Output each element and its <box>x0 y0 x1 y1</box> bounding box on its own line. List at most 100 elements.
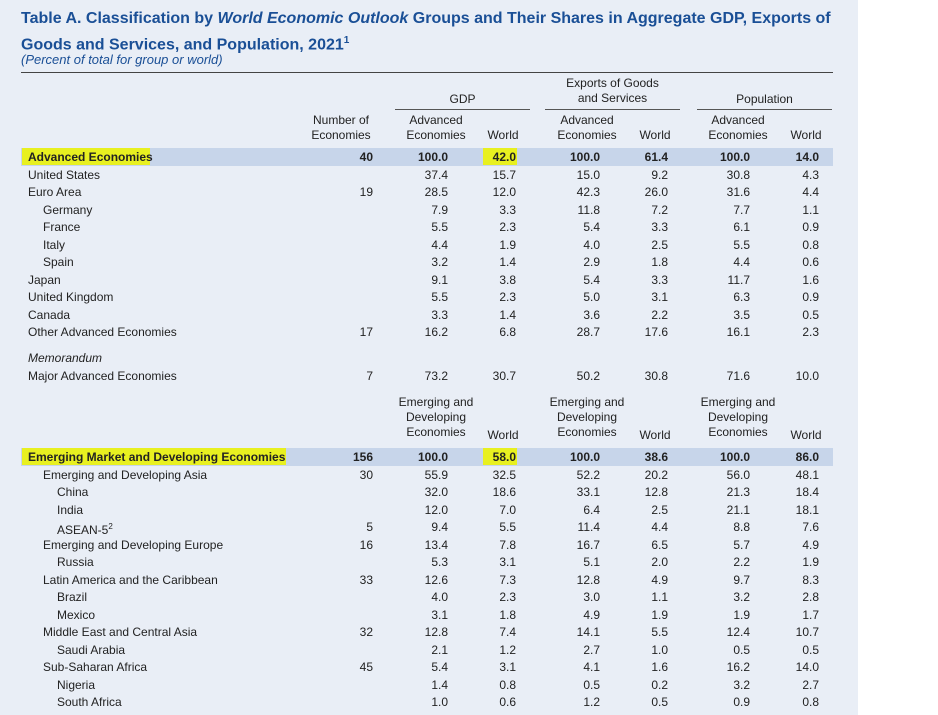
cell-pop-g: 1.9 <box>733 608 750 622</box>
row-label: Spain <box>43 255 74 269</box>
cell-exp-g: 0.5 <box>583 678 600 692</box>
cell-gdp-w: 6.8 <box>499 325 516 339</box>
cell-gdp-g: 3.3 <box>431 308 448 322</box>
cell-pop-g: 7.7 <box>733 203 750 217</box>
cell-gdp-w: 42.0 <box>492 150 516 164</box>
cell-pop-g: 9.7 <box>733 573 750 587</box>
cell-pop-w: 7.6 <box>802 520 819 534</box>
cell-gdp-g: 9.4 <box>431 520 448 534</box>
header-gdp: GDP <box>449 92 476 106</box>
table-page: Table A. Classification by World Economi… <box>0 0 858 715</box>
cell-gdp-w: 1.4 <box>499 255 516 269</box>
cell-exp-g: 16.7 <box>576 538 600 552</box>
cell-pop-g: 100.0 <box>719 150 750 164</box>
cell-pop-g: 71.6 <box>726 369 750 383</box>
cell-pop-g: 30.8 <box>726 168 750 182</box>
top-rule <box>21 72 833 73</box>
cell-exp-g: 11.8 <box>577 203 600 217</box>
cell-exp-g: 6.4 <box>583 503 600 517</box>
cell-gdp-w: 2.3 <box>499 590 516 604</box>
row-label: Latin America and the Caribbean <box>43 573 218 587</box>
cell-pop-g: 21.1 <box>726 503 750 517</box>
cell-exp-w: 26.0 <box>644 185 668 199</box>
cell-exp-g: 14.1 <box>576 625 600 639</box>
cell-gdp-g: 5.4 <box>431 660 448 674</box>
cell-exp-w: 38.6 <box>644 450 668 464</box>
cell-pop-w: 0.8 <box>802 238 819 252</box>
row-label: Japan <box>28 273 61 287</box>
cell-exp-g: 42.3 <box>576 185 600 199</box>
header-gdp-emerging: Emerging and Developing Economies <box>398 395 474 439</box>
header-population: Population <box>736 92 793 106</box>
cell-exp-w: 61.4 <box>644 150 668 164</box>
cell-exp-w: 5.5 <box>651 625 668 639</box>
cell-gdp-g: 100.0 <box>417 150 448 164</box>
cell-exp-g: 5.1 <box>583 555 600 569</box>
cell-exp-w: 2.2 <box>651 308 668 322</box>
cell-gdp-w: 3.1 <box>499 660 516 674</box>
cell-exp-w: 30.8 <box>644 369 668 383</box>
cell-gdp-g: 7.9 <box>431 203 448 217</box>
cell-num: 45 <box>359 660 373 674</box>
cell-pop-w: 4.4 <box>802 185 819 199</box>
cell-gdp-g: 100.0 <box>417 450 448 464</box>
cell-pop-g: 2.2 <box>733 555 750 569</box>
cell-gdp-w: 0.8 <box>499 678 516 692</box>
cell-pop-g: 4.4 <box>733 255 750 269</box>
cell-exp-g: 52.2 <box>576 468 600 482</box>
cell-pop-g: 5.5 <box>733 238 750 252</box>
cell-pop-w: 2.7 <box>802 678 819 692</box>
cell-pop-g: 21.3 <box>726 485 750 499</box>
cell-exp-w: 3.3 <box>651 273 668 287</box>
cell-gdp-g: 2.1 <box>431 643 448 657</box>
cell-pop-w: 0.9 <box>802 220 819 234</box>
cell-pop-g: 3.2 <box>733 678 750 692</box>
cell-pop-w: 10.0 <box>795 369 819 383</box>
cell-exp-w: 1.1 <box>651 590 668 604</box>
population-rule <box>697 109 832 110</box>
cell-pop-w: 1.9 <box>802 555 819 569</box>
cell-exp-g: 5.0 <box>583 290 600 304</box>
cell-gdp-g: 9.1 <box>431 273 448 287</box>
cell-exp-w: 17.6 <box>644 325 668 339</box>
row-label: Emerging Market and Developing Economies <box>28 450 286 464</box>
cell-pop-w: 4.3 <box>802 168 819 182</box>
cell-exp-g: 5.4 <box>583 220 600 234</box>
row-label: Advanced Economies <box>28 150 153 164</box>
cell-gdp-w: 15.7 <box>492 168 516 182</box>
cell-pop-w: 2.3 <box>802 325 819 339</box>
name-highlight <box>22 148 150 165</box>
header-exports-world: World <box>639 128 671 142</box>
cell-exp-w: 20.2 <box>644 468 668 482</box>
cell-gdp-g: 28.5 <box>424 185 448 199</box>
cell-pop-w: 0.5 <box>802 308 819 322</box>
cell-exp-w: 6.5 <box>651 538 668 552</box>
row-label: China <box>57 485 89 499</box>
row-label: France <box>43 220 81 234</box>
cell-gdp-g: 55.9 <box>424 468 448 482</box>
cell-pop-g: 16.1 <box>726 325 750 339</box>
cell-exp-g: 28.7 <box>576 325 600 339</box>
cell-exp-g: 3.6 <box>583 308 600 322</box>
cell-exp-w: 7.2 <box>651 203 668 217</box>
cell-gdp-g: 4.0 <box>431 590 448 604</box>
cell-num: 17 <box>359 325 373 339</box>
cell-exp-g: 2.7 <box>583 643 600 657</box>
cell-gdp-w: 7.0 <box>499 503 516 517</box>
cell-exp-w: 1.0 <box>651 643 668 657</box>
cell-pop-w: 0.5 <box>802 643 819 657</box>
cell-num: 32 <box>359 625 373 639</box>
cell-gdp-g: 4.4 <box>431 238 448 252</box>
cell-gdp-w: 1.9 <box>499 238 516 252</box>
cell-gdp-g: 5.5 <box>431 290 448 304</box>
cell-num: 16 <box>359 538 373 552</box>
cell-pop-w: 14.0 <box>795 150 819 164</box>
row-label: India <box>57 503 84 517</box>
cell-gdp-g: 16.2 <box>424 325 448 339</box>
cell-gdp-w: 5.5 <box>499 520 516 534</box>
cell-pop-g: 0.9 <box>733 695 750 709</box>
row-label: South Africa <box>57 695 122 709</box>
exports-rule <box>545 109 680 110</box>
cell-exp-g: 1.2 <box>583 695 600 709</box>
cell-pop-w: 0.9 <box>802 290 819 304</box>
